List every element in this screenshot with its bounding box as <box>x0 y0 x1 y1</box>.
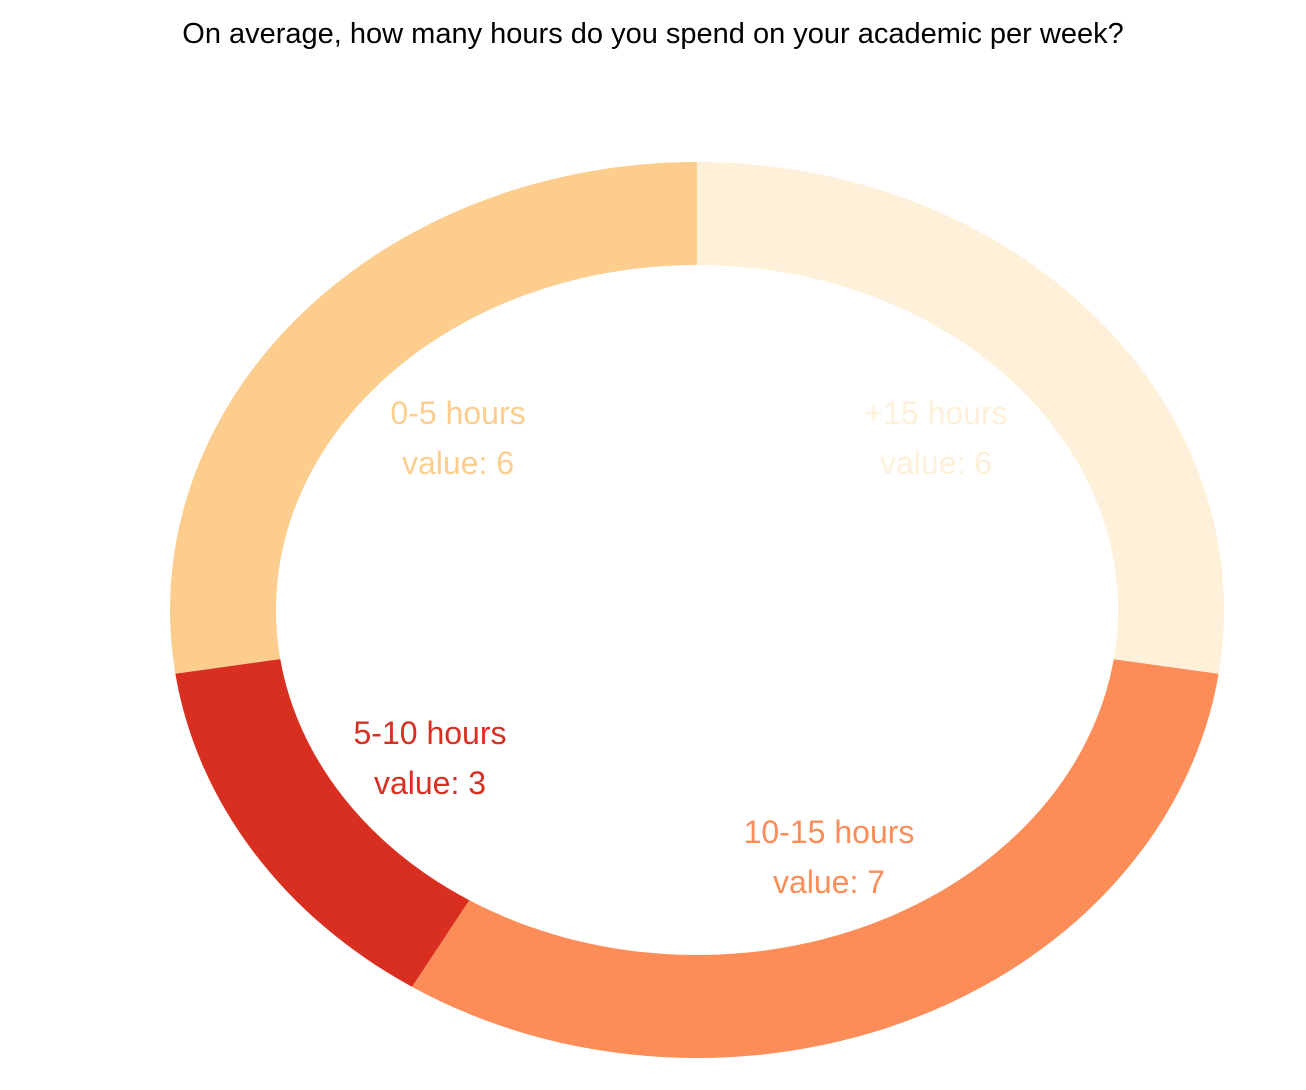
slice-value-label: value: 7 <box>773 864 885 900</box>
chart-title: On average, how many hours do you spend … <box>182 18 1124 50</box>
slice-15-hours <box>697 162 1224 674</box>
labels-group: 0-5 hours value: 6 5-10 hours value: 3 10-15… <box>354 395 1008 900</box>
slice-label: 0-5 hours <box>390 395 525 431</box>
slice-label: +15 hours <box>864 395 1007 431</box>
slice-0-5-hours <box>169 162 697 674</box>
slice-5-10-hours <box>175 659 470 987</box>
slice-value-label: value: 3 <box>374 765 486 801</box>
slice-value-label: value: 6 <box>402 445 514 481</box>
slices-group <box>169 162 1224 1058</box>
slice-10-15-hours <box>412 659 1219 1058</box>
slice-value-label: value: 6 <box>880 445 992 481</box>
slice-label: 5-10 hours <box>354 715 507 751</box>
slice-label: 10-15 hours <box>744 814 915 850</box>
